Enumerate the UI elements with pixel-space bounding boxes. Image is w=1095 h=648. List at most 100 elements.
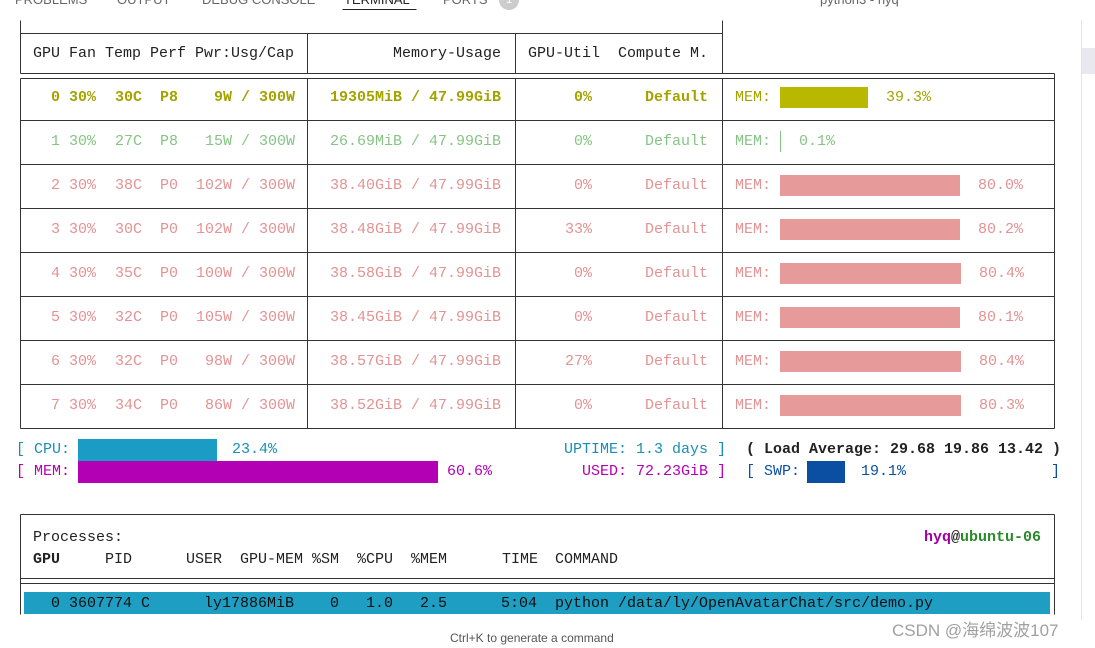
gpu-index: 3 [51,221,61,238]
gpu-temp: 34C [115,397,143,414]
mem-percent: 60.6% [447,463,493,480]
process-cell[interactable]: python /data/ly/OpenAvatarChat/src/demo.… [555,595,934,612]
gpu-header: GPU-Util Compute M. [528,45,709,62]
tab[interactable]: TERMINAL [344,0,410,10]
gpu-perf: P0 [160,177,179,194]
process-column: TIME [502,551,539,568]
process-column: %MEM [411,551,448,568]
tab[interactable]: PORTS [443,0,488,10]
tab[interactable]: OUTPUT [117,0,170,10]
gpu-util: 33% [564,221,592,238]
gpu-power: 102W / 300W [195,177,295,194]
gpu-index: 7 [51,397,61,414]
mem-percent: 80.1% [978,309,1024,326]
cpu-percent: 23.4% [232,441,278,458]
gpu-power: 15W / 300W [204,133,295,150]
gpu-temp: 38C [115,177,143,194]
gpu-compute: Default [644,89,708,106]
swap-close: ] [1051,463,1061,480]
tab[interactable]: DEBUG CONSOLE [202,0,315,10]
mem-bar [78,461,438,483]
mem-bar [780,307,961,328]
process-cell: 1.0 [366,595,394,612]
gpu-index: 1 [51,133,61,150]
terminal-title[interactable]: python3 - hyq [820,0,899,10]
gpu-fan: 30% [69,265,97,282]
gpu-memory: 38.52GiB / 47.99GiB [329,397,501,414]
mem-percent: 80.3% [979,397,1025,414]
gpu-temp: 32C [115,353,143,370]
gpu-power: 105W / 300W [195,309,295,326]
process-cell: 3607774 [69,595,133,612]
process-cell: 5:04 [501,595,538,612]
gpu-compute: Default [644,353,708,370]
mem-bar [780,351,961,372]
mem-label: MEM: [735,397,772,414]
scrollbar-track [1081,20,1082,620]
mem-label: MEM: [735,265,772,282]
mem-label: [ MEM: [16,463,71,480]
mem-percent: 80.4% [979,265,1025,282]
gpu-temp: 32C [115,309,143,326]
scrollbar-thumb [1081,48,1095,74]
gpu-header: Memory-Usage [392,45,501,62]
gpu-perf: P0 [160,221,179,238]
gpu-temp: 27C [115,133,143,150]
gpu-fan: 30% [69,309,97,326]
gpu-util: 0% [573,133,592,150]
gpu-perf: P8 [160,89,179,106]
gpu-util: 0% [573,265,592,282]
gpu-memory: 19305MiB / 47.99GiB [329,89,501,106]
gpu-perf: P0 [160,265,179,282]
mem-label: MEM: [735,309,772,326]
process-column: USER [186,551,223,568]
mem-percent: 80.0% [978,177,1024,194]
gpu-compute: Default [644,265,708,282]
swap-label: [ SWP: [746,463,801,480]
process-host: ubuntu-06 [960,529,1042,546]
cpu-bar [78,439,217,461]
gpu-power: 98W / 300W [204,353,295,370]
gpu-memory: 38.48GiB / 47.99GiB [329,221,501,238]
process-cell: 2.5 [420,595,448,612]
mem-bar [780,131,781,152]
command-hint: Ctrl+K to generate a command [450,631,614,645]
process-column: GPU-MEM [240,551,304,568]
gpu-fan: 30% [69,89,97,106]
gpu-compute: Default [644,221,708,238]
gpu-power: 86W / 300W [204,397,295,414]
gpu-temp: 30C [115,221,143,238]
gpu-compute: Default [644,133,708,150]
gpu-perf: P0 [160,309,179,326]
gpu-power: 100W / 300W [195,265,295,282]
mem-bar [780,219,961,240]
mem-bar [780,87,869,108]
uptime: UPTIME: 1.3 days ] [564,441,727,458]
process-column: %SM [312,551,340,568]
gpu-index: 6 [51,353,61,370]
mem-label: MEM: [735,221,772,238]
processes-title: Processes: [33,529,124,546]
gpu-fan: 30% [69,177,97,194]
gpu-util: 0% [573,309,592,326]
load-average: ( Load Average: 29.68 19.86 13.42 ) [746,441,1062,458]
swap-percent: 19.1% [861,463,907,480]
tab[interactable]: PROBLEMS [15,0,87,10]
gpu-index: 0 [51,89,61,106]
gpu-util: 0% [573,177,592,194]
mem-percent: 80.4% [979,353,1025,370]
process-user: hyq [924,529,952,546]
mem-used: USED: 72.23GiB ] [582,463,727,480]
process-column: %CPU [357,551,394,568]
mem-bar [780,175,960,196]
gpu-perf: P0 [160,353,179,370]
gpu-memory: 26.69MiB / 47.99GiB [329,133,501,150]
process-column: PID [105,551,133,568]
gpu-memory: 38.45GiB / 47.99GiB [329,309,501,326]
mem-label: MEM: [735,353,772,370]
gpu-index: 4 [51,265,61,282]
process-row-highlight [24,592,1050,614]
gpu-memory: 38.57GiB / 47.99GiB [329,353,501,370]
gpu-header: GPU Fan Temp Perf Pwr:Usg/Cap [33,45,295,62]
